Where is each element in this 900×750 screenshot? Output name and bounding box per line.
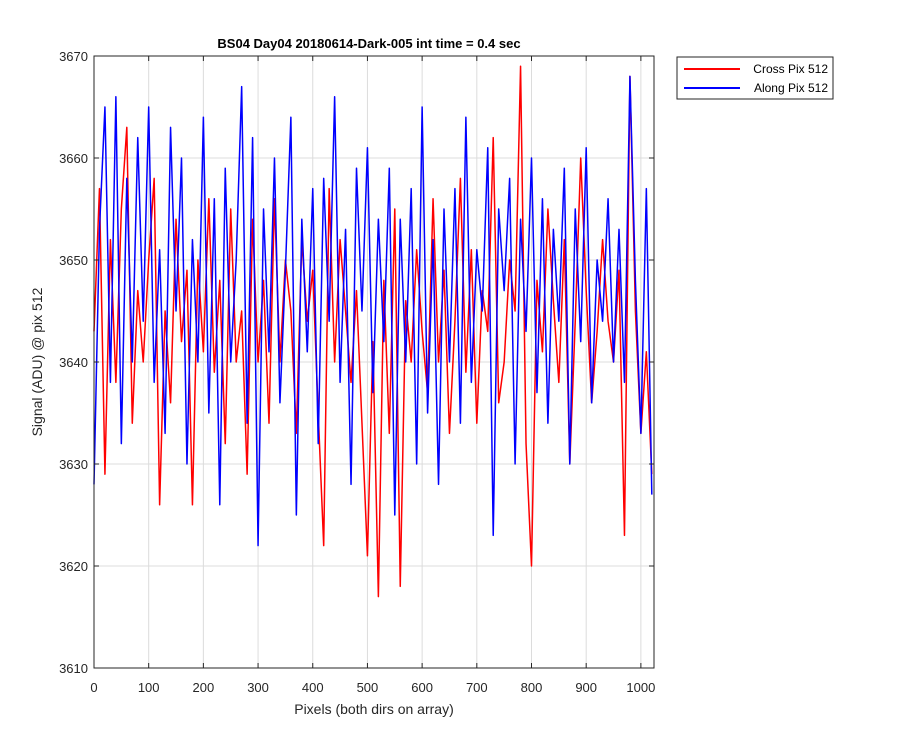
series-line-cross-pix-512 xyxy=(93,65,653,598)
x-axis-label: Pixels (both dirs on array) xyxy=(294,701,454,717)
y-tick-label: 3660 xyxy=(59,151,88,166)
x-tick-label: 600 xyxy=(411,680,433,695)
x-tick-label: 700 xyxy=(466,680,488,695)
legend-label-cross: Cross Pix 512 xyxy=(753,62,828,76)
y-axis-label: Signal (ADU) @ pix 512 xyxy=(29,287,45,436)
plot-area xyxy=(93,55,655,669)
y-tick-label: 3640 xyxy=(59,355,88,370)
series-layer xyxy=(93,65,653,598)
legend-box xyxy=(676,56,834,100)
x-tick-label: 800 xyxy=(521,680,543,695)
chart-title: BS04 Day04 20180614-Dark-005 int time = … xyxy=(217,36,520,51)
x-tick-label: 100 xyxy=(138,680,160,695)
x-tick-labels: 0 100 200 300 400 500 600 700 800 900 1000 xyxy=(90,680,655,695)
y-tick-label: 3670 xyxy=(59,49,88,64)
x-tick-label: 400 xyxy=(302,680,324,695)
y-tick-labels: 3610 3620 3630 3640 3650 3660 3670 xyxy=(59,49,88,676)
y-tick-label: 3610 xyxy=(59,661,88,676)
x-tick-label: 0 xyxy=(90,680,97,695)
x-tick-label: 900 xyxy=(575,680,597,695)
y-tick-label: 3630 xyxy=(59,457,88,472)
series-line-along-pix-512 xyxy=(93,75,653,547)
legend: Cross Pix 512 Along Pix 512 xyxy=(676,56,834,100)
x-tick-label: 300 xyxy=(247,680,269,695)
x-tick-label: 500 xyxy=(357,680,379,695)
x-tick-label: 200 xyxy=(193,680,215,695)
y-tick-label: 3650 xyxy=(59,253,88,268)
y-tick-label: 3620 xyxy=(59,559,88,574)
axis-ticks xyxy=(93,55,654,669)
legend-label-along: Along Pix 512 xyxy=(754,81,828,95)
x-tick-label: 1000 xyxy=(626,680,655,695)
